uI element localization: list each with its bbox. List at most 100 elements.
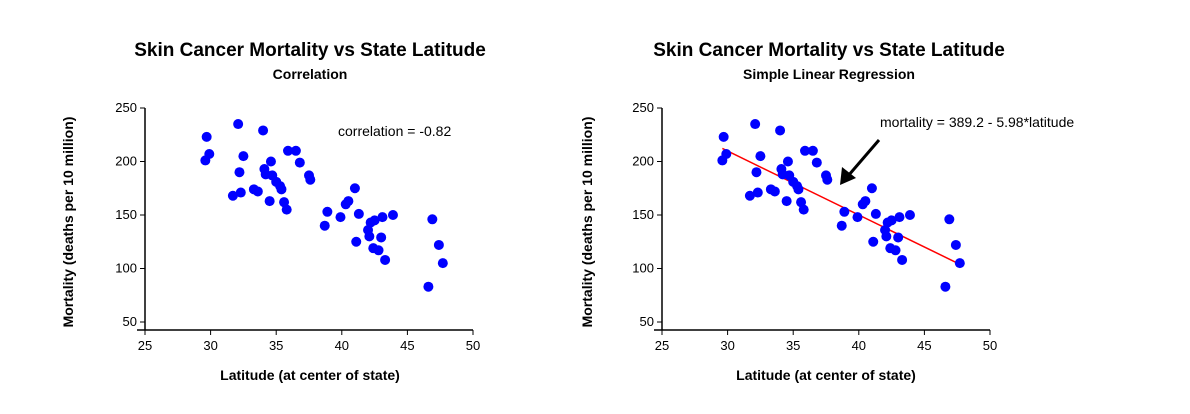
data-point [836, 220, 847, 231]
regression-chart: Skin Cancer Mortality vs State Latitude … [579, 40, 1074, 383]
correlation-annotation: correlation = -0.82 [338, 123, 451, 139]
data-point [264, 196, 275, 207]
x-tick-label: 50 [466, 338, 480, 353]
data-point [800, 145, 811, 156]
data-point [751, 167, 762, 178]
y-tick-label: 100 [115, 261, 137, 276]
data-point [294, 157, 305, 168]
data-point [234, 167, 245, 178]
data-point [782, 156, 793, 167]
data-point [322, 206, 333, 217]
x-tick-label: 35 [269, 338, 283, 353]
data-point [238, 151, 249, 162]
data-point [364, 231, 375, 242]
data-point [866, 183, 877, 194]
data-point [752, 187, 763, 198]
data-point [201, 131, 212, 142]
data-point [369, 215, 380, 226]
data-point [204, 149, 215, 160]
data-point [353, 208, 364, 219]
data-point [305, 174, 316, 185]
y-axis-label: Mortality (deaths per 10 million) [60, 117, 76, 328]
data-point [894, 212, 905, 223]
data-point [822, 174, 833, 185]
data-point [380, 254, 391, 265]
x-axis-label: Latitude (at center of state) [736, 367, 916, 383]
chart-title: Skin Cancer Mortality vs State Latitude [653, 40, 1005, 61]
data-point [423, 281, 434, 292]
x-tick-label: 30 [203, 338, 217, 353]
data-point [807, 145, 818, 156]
x-tick-label: 50 [983, 338, 997, 353]
data-point [377, 212, 388, 223]
x-axis-label: Latitude (at center of state) [220, 367, 400, 383]
data-point [769, 186, 780, 197]
data-point [852, 212, 863, 223]
y-axis-label: Mortality (deaths per 10 million) [579, 117, 595, 328]
data-point [750, 119, 761, 130]
x-tick-label: 25 [655, 338, 669, 353]
chart-subtitle: Correlation [273, 66, 348, 82]
data-point [258, 125, 269, 136]
correlation-chart: Skin Cancer Mortality vs State Latitude … [60, 40, 486, 383]
data-point [904, 210, 915, 220]
data-point [233, 119, 244, 130]
data-point [252, 186, 263, 197]
x-tick-label: 40 [852, 338, 866, 353]
data-point [886, 215, 897, 226]
chart-title: Skin Cancer Mortality vs State Latitude [134, 40, 486, 61]
arrow-icon [840, 139, 881, 185]
x-tick-label: 25 [138, 338, 152, 353]
data-point [290, 145, 301, 156]
data-point [944, 214, 955, 225]
data-point [744, 190, 755, 201]
data-point [235, 187, 246, 198]
data-point [276, 184, 287, 195]
data-point [940, 281, 951, 292]
data-point [775, 125, 786, 136]
data-point [281, 204, 292, 215]
x-tick-label: 45 [400, 338, 414, 353]
data-point [881, 231, 892, 242]
data-point [265, 156, 276, 167]
y-tick-label: 150 [115, 207, 137, 222]
data-point [890, 245, 901, 256]
data-point [319, 220, 330, 231]
x-tick-label: 45 [917, 338, 931, 353]
y-tick-label: 50 [123, 314, 137, 329]
x-tick-label: 30 [720, 338, 734, 353]
data-point [793, 184, 804, 195]
y-tick-label: 250 [115, 100, 137, 115]
data-point [437, 258, 448, 269]
y-tick-label: 150 [632, 207, 654, 222]
data-point [870, 208, 881, 219]
data-point [954, 258, 965, 269]
regression-equation-annotation: mortality = 389.2 - 5.98*latitude [880, 114, 1074, 130]
data-point [718, 131, 729, 142]
y-tick-label: 250 [632, 100, 654, 115]
data-point [811, 157, 822, 168]
data-point [868, 236, 879, 247]
data-point [433, 239, 444, 250]
y-tick-label: 200 [115, 154, 137, 169]
data-point [755, 151, 766, 162]
data-point [351, 236, 362, 247]
y-tick-label: 200 [632, 154, 654, 169]
x-tick-label: 40 [335, 338, 349, 353]
data-point [349, 183, 360, 194]
data-point [798, 204, 809, 215]
data-point [427, 214, 438, 225]
data-point [227, 190, 238, 201]
data-point [950, 239, 961, 250]
data-point [387, 210, 398, 220]
data-point [335, 212, 346, 223]
data-point [283, 145, 294, 156]
y-tick-label: 100 [632, 261, 654, 276]
data-point [781, 196, 792, 207]
data-point [376, 232, 387, 243]
x-tick-label: 35 [786, 338, 800, 353]
data-point [839, 206, 850, 217]
data-point [860, 196, 871, 207]
regression-line [722, 147, 961, 265]
